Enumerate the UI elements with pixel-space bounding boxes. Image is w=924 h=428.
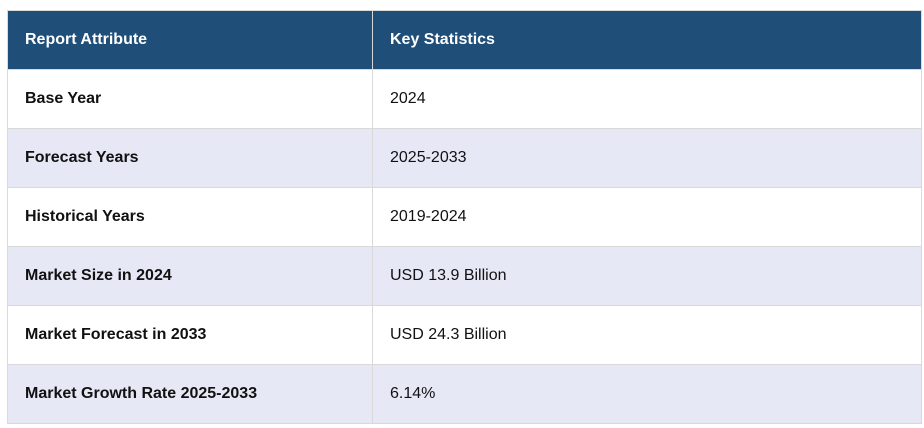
header-row: Report Attribute Key Statistics [7,10,922,70]
row-value: USD 13.9 Billion [372,246,922,306]
table-row: Forecast Years 2025-2033 [7,128,922,188]
row-value: 2025-2033 [372,128,922,188]
table-row: Base Year 2024 [7,69,922,129]
row-attribute: Forecast Years [7,128,373,188]
header-key-statistics: Key Statistics [372,10,922,70]
header-report-attribute: Report Attribute [7,10,373,70]
table-row: Market Size in 2024 USD 13.9 Billion [7,246,922,306]
row-attribute: Historical Years [7,187,373,247]
report-table-container: Report Attribute Key Statistics Base Yea… [7,10,922,424]
row-value: 6.14% [372,364,922,424]
report-attributes-table: Report Attribute Key Statistics Base Yea… [7,10,922,424]
row-value: USD 24.3 Billion [372,305,922,365]
row-attribute: Market Forecast in 2033 [7,305,373,365]
row-attribute: Market Growth Rate 2025-2033 [7,364,373,424]
table-row: Market Growth Rate 2025-2033 6.14% [7,364,922,424]
table-body: Base Year 2024 Forecast Years 2025-2033 … [7,69,922,424]
row-value: 2019-2024 [372,187,922,247]
row-attribute: Base Year [7,69,373,129]
table-header: Report Attribute Key Statistics [7,10,922,70]
row-attribute: Market Size in 2024 [7,246,373,306]
table-row: Historical Years 2019-2024 [7,187,922,247]
table-row: Market Forecast in 2033 USD 24.3 Billion [7,305,922,365]
row-value: 2024 [372,69,922,129]
